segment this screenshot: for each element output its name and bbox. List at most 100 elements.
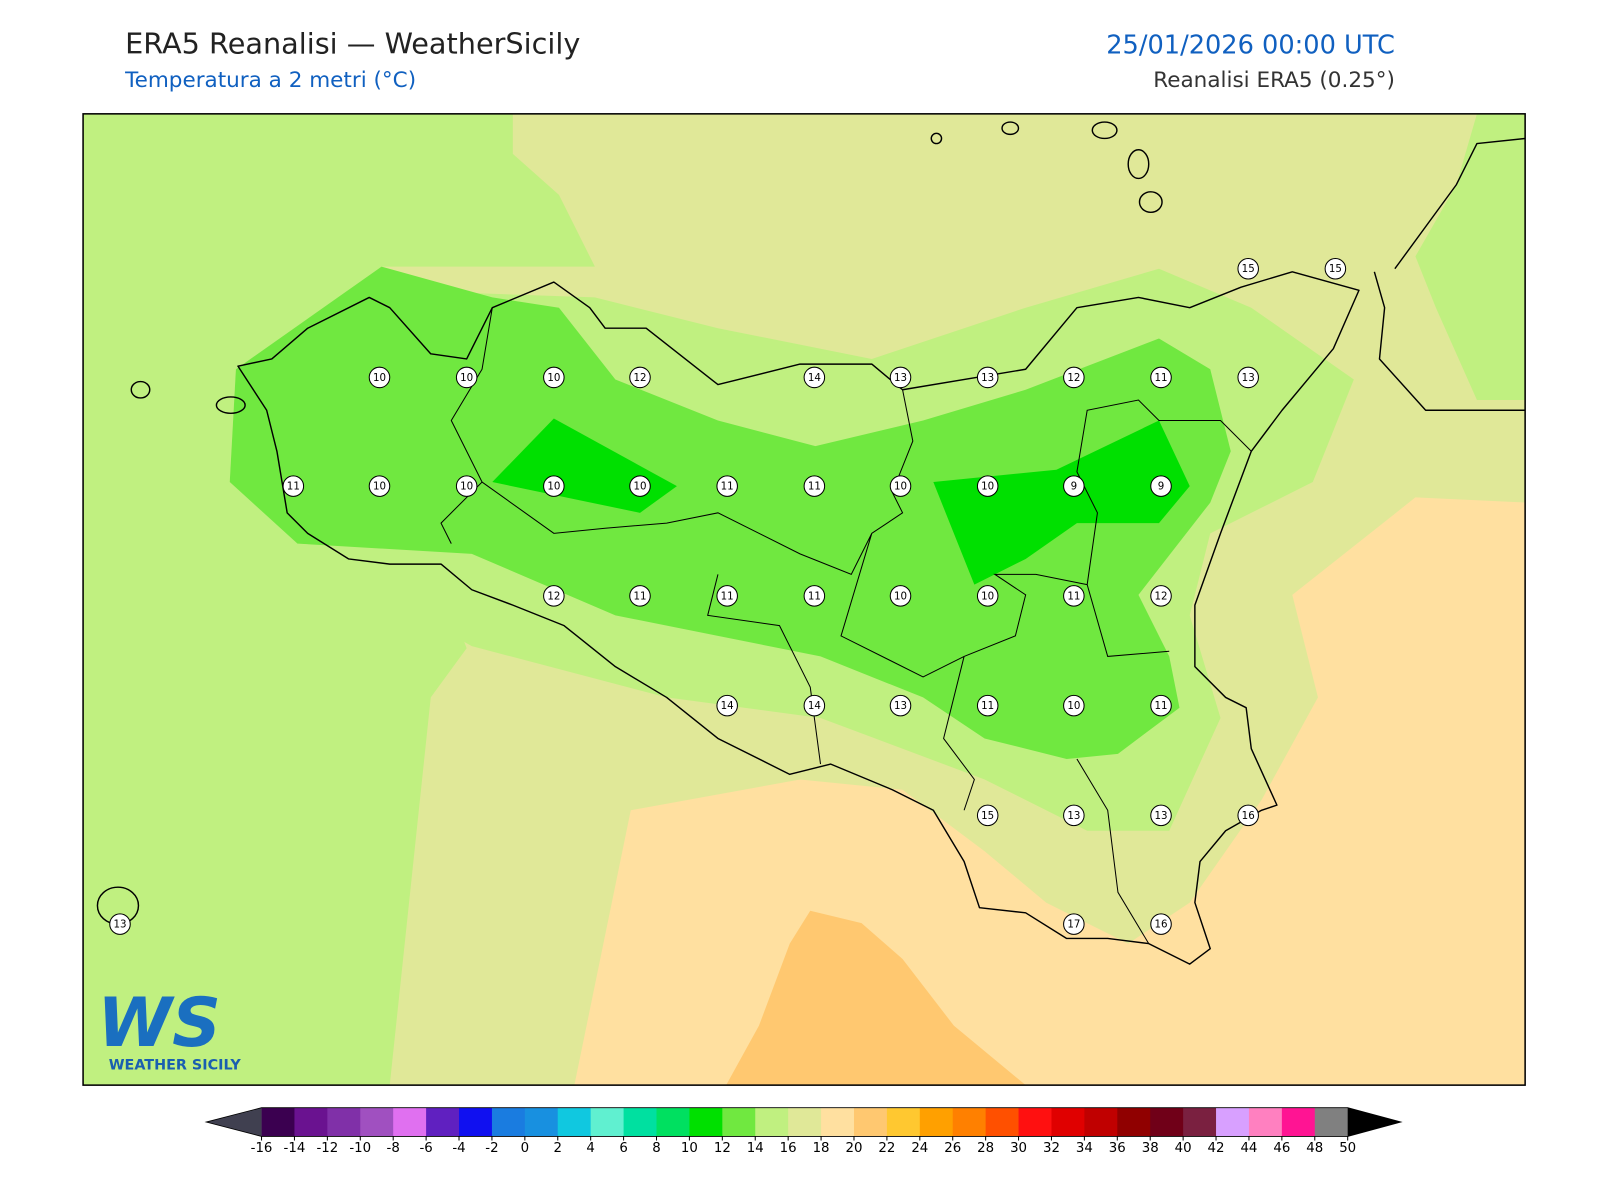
station-marker — [543, 585, 565, 607]
station-value: 13 — [1155, 810, 1168, 822]
colorbar-segment — [1117, 1107, 1151, 1137]
station-value: 11 — [1067, 590, 1080, 602]
station-marker — [1063, 366, 1085, 389]
colorbar-tick-label: 4 — [586, 1141, 594, 1156]
colorbar-segment — [393, 1107, 427, 1137]
station-value: 13 — [113, 919, 126, 931]
station-marker — [889, 475, 912, 497]
colorbar-tick-label: 44 — [1240, 1141, 1257, 1156]
colorbar-tick-label: 0 — [521, 1141, 529, 1156]
station-value: 11 — [721, 481, 734, 493]
colorbar-tick-label: -4 — [452, 1141, 465, 1156]
station-value: 10 — [373, 481, 386, 493]
station-value: 10 — [981, 590, 994, 602]
station-value: 15 — [1242, 263, 1255, 275]
colorbar-segment — [426, 1107, 460, 1137]
station-marker — [1063, 585, 1085, 607]
station-value: 10 — [547, 372, 560, 384]
colorbar-tick-label: 18 — [813, 1141, 830, 1156]
colorbar-segment — [919, 1107, 954, 1137]
station-marker — [1150, 585, 1172, 607]
temperature-field — [83, 113, 1526, 1086]
colorbar-segment — [590, 1107, 625, 1137]
colorbar-tick-label: 48 — [1306, 1141, 1323, 1156]
colorbar-segment — [1216, 1107, 1250, 1137]
colorbar-segment — [853, 1107, 888, 1137]
colorbar-tick-label: 24 — [911, 1141, 928, 1156]
colorbar-tick-label: 40 — [1175, 1141, 1192, 1156]
province-border — [440, 307, 1252, 944]
colorbar-segment — [656, 1107, 690, 1137]
calabria-coast — [1373, 137, 1526, 411]
colorbar-tick-label: 50 — [1339, 1141, 1356, 1156]
field-8-10 — [933, 420, 1190, 585]
station-value: 15 — [981, 810, 994, 822]
station-value: 12 — [1067, 372, 1080, 384]
subtitle: Temperatura a 2 metri (°C) — [124, 68, 416, 93]
station-marker — [1063, 913, 1085, 935]
station-marker — [629, 475, 651, 497]
colorbar-segment — [360, 1107, 394, 1137]
colorbar-tick-label: -16 — [251, 1141, 273, 1156]
datetime: 25/01/2026 00:00 UTC — [1106, 30, 1395, 60]
station-value: 10 — [894, 590, 907, 602]
logo-caption: WEATHER SICILY — [109, 1058, 242, 1074]
station-value: 11 — [721, 590, 734, 602]
island — [215, 396, 246, 415]
station-value: 10 — [1067, 700, 1080, 712]
colorbar-segment — [294, 1107, 328, 1137]
station-value: 13 — [981, 372, 994, 384]
station-marker — [368, 366, 391, 389]
station-value: 10 — [373, 372, 386, 384]
colorbar-segment — [1281, 1107, 1316, 1137]
colorbar-segment — [1150, 1107, 1184, 1137]
colorbar-tick-label: 38 — [1142, 1141, 1159, 1156]
station-marker — [889, 366, 912, 389]
station-marker — [1237, 257, 1259, 280]
island — [130, 380, 151, 399]
station-value: 11 — [633, 590, 646, 602]
station-value: 14 — [808, 372, 821, 384]
colorbar-tick-label: 34 — [1076, 1141, 1093, 1156]
colorbar-tick-label: 36 — [1109, 1141, 1126, 1156]
station-value: 11 — [287, 481, 300, 493]
station-marker — [803, 366, 826, 389]
station-value: 13 — [1242, 372, 1255, 384]
station-value: 12 — [633, 372, 646, 384]
colorbar-tick-label: -6 — [419, 1141, 432, 1156]
station-marker — [1237, 366, 1259, 389]
colorbar-tick-label: 6 — [619, 1141, 627, 1156]
colorbar-segment — [1084, 1107, 1118, 1137]
coastline — [237, 271, 1360, 965]
colorbar-segment — [491, 1107, 526, 1137]
station-value: 10 — [633, 481, 646, 493]
colorbar-tick-label: 10 — [681, 1141, 698, 1156]
colorbar-tick-label: 32 — [1043, 1141, 1060, 1156]
station-marker — [1150, 694, 1172, 717]
station-value: 13 — [894, 700, 907, 712]
colorbar-segment — [1248, 1107, 1283, 1137]
station-value: 16 — [1155, 919, 1168, 931]
colorbar-extend-high — [1347, 1107, 1402, 1137]
station-value: 12 — [1155, 590, 1168, 602]
station-marker — [889, 694, 912, 717]
colorbar-tick-label: 30 — [1010, 1141, 1027, 1156]
station-marker — [1324, 257, 1347, 280]
colorbar-segment — [788, 1107, 822, 1137]
colorbar-tick-label: 12 — [714, 1141, 731, 1156]
station-value: 10 — [460, 481, 473, 493]
station-marker — [1150, 366, 1172, 389]
station-value: 14 — [808, 700, 821, 712]
colorbar-tick-label: 26 — [944, 1141, 961, 1156]
logo-mark: WS — [97, 983, 220, 1062]
colorbar-tick-label: -8 — [387, 1141, 400, 1156]
colorbar-segment — [985, 1107, 1020, 1137]
field-10-12 — [229, 266, 1231, 759]
station-value: 9 — [1071, 481, 1078, 493]
station-value: 9 — [1158, 481, 1165, 493]
colorbar-segment — [689, 1107, 723, 1137]
station-marker — [803, 694, 826, 717]
colorbar-segment — [524, 1107, 559, 1137]
colorbar: -16 -14 -12 -10 -8 -6 -4 -2 0 2 4 6 8 10 12 14 16 18 20 22 2… — [204, 1107, 1403, 1156]
